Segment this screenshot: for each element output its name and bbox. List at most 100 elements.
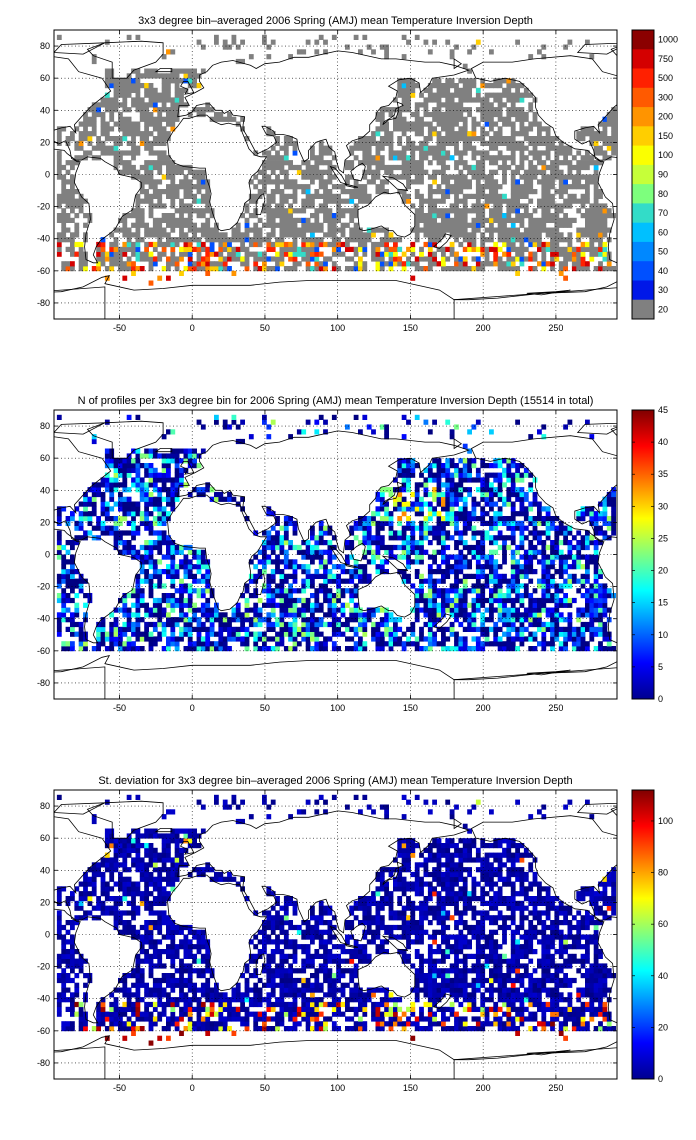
heat-cell xyxy=(323,540,328,546)
heat-cell xyxy=(65,198,71,204)
heat-cell xyxy=(139,198,145,204)
heat-cell xyxy=(515,140,520,146)
heat-cell xyxy=(200,232,206,238)
heat-cell xyxy=(253,588,259,594)
heat-cell xyxy=(170,189,176,195)
heat-cell xyxy=(550,554,555,560)
heat-cell xyxy=(427,602,433,608)
heat-cell xyxy=(493,593,499,599)
heat-cell xyxy=(593,140,599,146)
heat-cell xyxy=(585,222,590,228)
heat-cell xyxy=(484,193,490,199)
heat-cell xyxy=(598,266,603,272)
heat-cell xyxy=(310,213,315,219)
heat-cell xyxy=(74,569,80,575)
heat-cell xyxy=(70,208,75,214)
heat-cell xyxy=(554,227,560,233)
heat-cell xyxy=(585,578,590,584)
heat-cell xyxy=(567,621,573,628)
heat-cell xyxy=(532,266,538,272)
heat-cell xyxy=(183,208,189,214)
heat-cell xyxy=(471,83,477,89)
heat-cell xyxy=(266,193,272,199)
heat-cell xyxy=(454,227,459,233)
heat-cell xyxy=(152,107,158,113)
heat-cell xyxy=(56,544,62,551)
heat-cell xyxy=(366,578,372,584)
heat-cell xyxy=(109,646,115,652)
heat-cell xyxy=(166,87,171,93)
heat-cell xyxy=(406,92,411,98)
heat-cell xyxy=(56,530,62,536)
heat-cell xyxy=(419,116,424,122)
heat-cell xyxy=(384,626,389,632)
heat-cell xyxy=(327,612,333,618)
heat-cell xyxy=(510,569,516,575)
heat-cell xyxy=(571,646,577,652)
heat-cell xyxy=(362,189,368,195)
heat-cell xyxy=(279,593,285,599)
heat-cell xyxy=(279,540,285,546)
heat-cell xyxy=(83,136,88,142)
heat-cell xyxy=(563,617,568,623)
heat-cell xyxy=(126,617,132,623)
heat-cell xyxy=(292,251,298,257)
heat-cell xyxy=(558,559,564,565)
heat-cell xyxy=(131,87,136,93)
heat-cell xyxy=(131,641,136,647)
heat-cell xyxy=(545,612,551,618)
heat-cell xyxy=(166,275,171,281)
heat-cell xyxy=(331,193,337,199)
heat-cell xyxy=(74,520,80,526)
heat-cell xyxy=(541,160,547,166)
heat-cell xyxy=(257,569,263,575)
heat-cell xyxy=(515,227,520,233)
heat-cell xyxy=(375,169,381,175)
heat-cell xyxy=(401,164,407,171)
heat-cell xyxy=(179,227,184,233)
heat-cell xyxy=(484,107,490,113)
heat-cell xyxy=(475,184,481,190)
heat-cell xyxy=(598,573,603,579)
heat-cell xyxy=(585,241,590,248)
heat-cell xyxy=(393,621,398,628)
heat-cell xyxy=(406,626,411,632)
heat-cell xyxy=(436,641,442,647)
heat-cell xyxy=(585,626,590,632)
heat-cell xyxy=(462,525,468,531)
heat-cell xyxy=(200,256,206,262)
heat-cell xyxy=(126,241,132,248)
heat-cell xyxy=(148,92,154,98)
heat-cell xyxy=(296,631,302,637)
heat-cell xyxy=(262,559,267,565)
heat-cell xyxy=(283,578,289,584)
heat-cell xyxy=(170,597,176,604)
heat-cell xyxy=(515,92,520,98)
heat-cell xyxy=(135,83,141,89)
heat-cell xyxy=(96,631,101,637)
heat-cell xyxy=(519,92,525,98)
heat-cell xyxy=(502,266,507,272)
heat-cell xyxy=(414,232,420,238)
heat-cell xyxy=(445,559,451,565)
heat-cell xyxy=(83,530,88,536)
heat-cell xyxy=(375,511,381,517)
heat-cell xyxy=(91,121,97,127)
heat-cell xyxy=(257,559,263,565)
heat-cell xyxy=(345,198,350,204)
heat-cell xyxy=(550,237,555,243)
heat-cell xyxy=(174,237,180,243)
heat-cell xyxy=(493,184,499,190)
heat-cell xyxy=(157,217,163,223)
heat-cell xyxy=(148,232,154,238)
heat-cell xyxy=(523,87,529,93)
heat-cell xyxy=(135,241,141,248)
heat-cell xyxy=(410,631,416,637)
heat-cell xyxy=(515,203,520,209)
heat-cell xyxy=(183,217,189,223)
heat-cell xyxy=(397,140,403,146)
heat-cell xyxy=(371,535,376,541)
heat-cell xyxy=(187,266,193,272)
heat-cell xyxy=(602,131,608,137)
heat-cell xyxy=(445,602,451,608)
